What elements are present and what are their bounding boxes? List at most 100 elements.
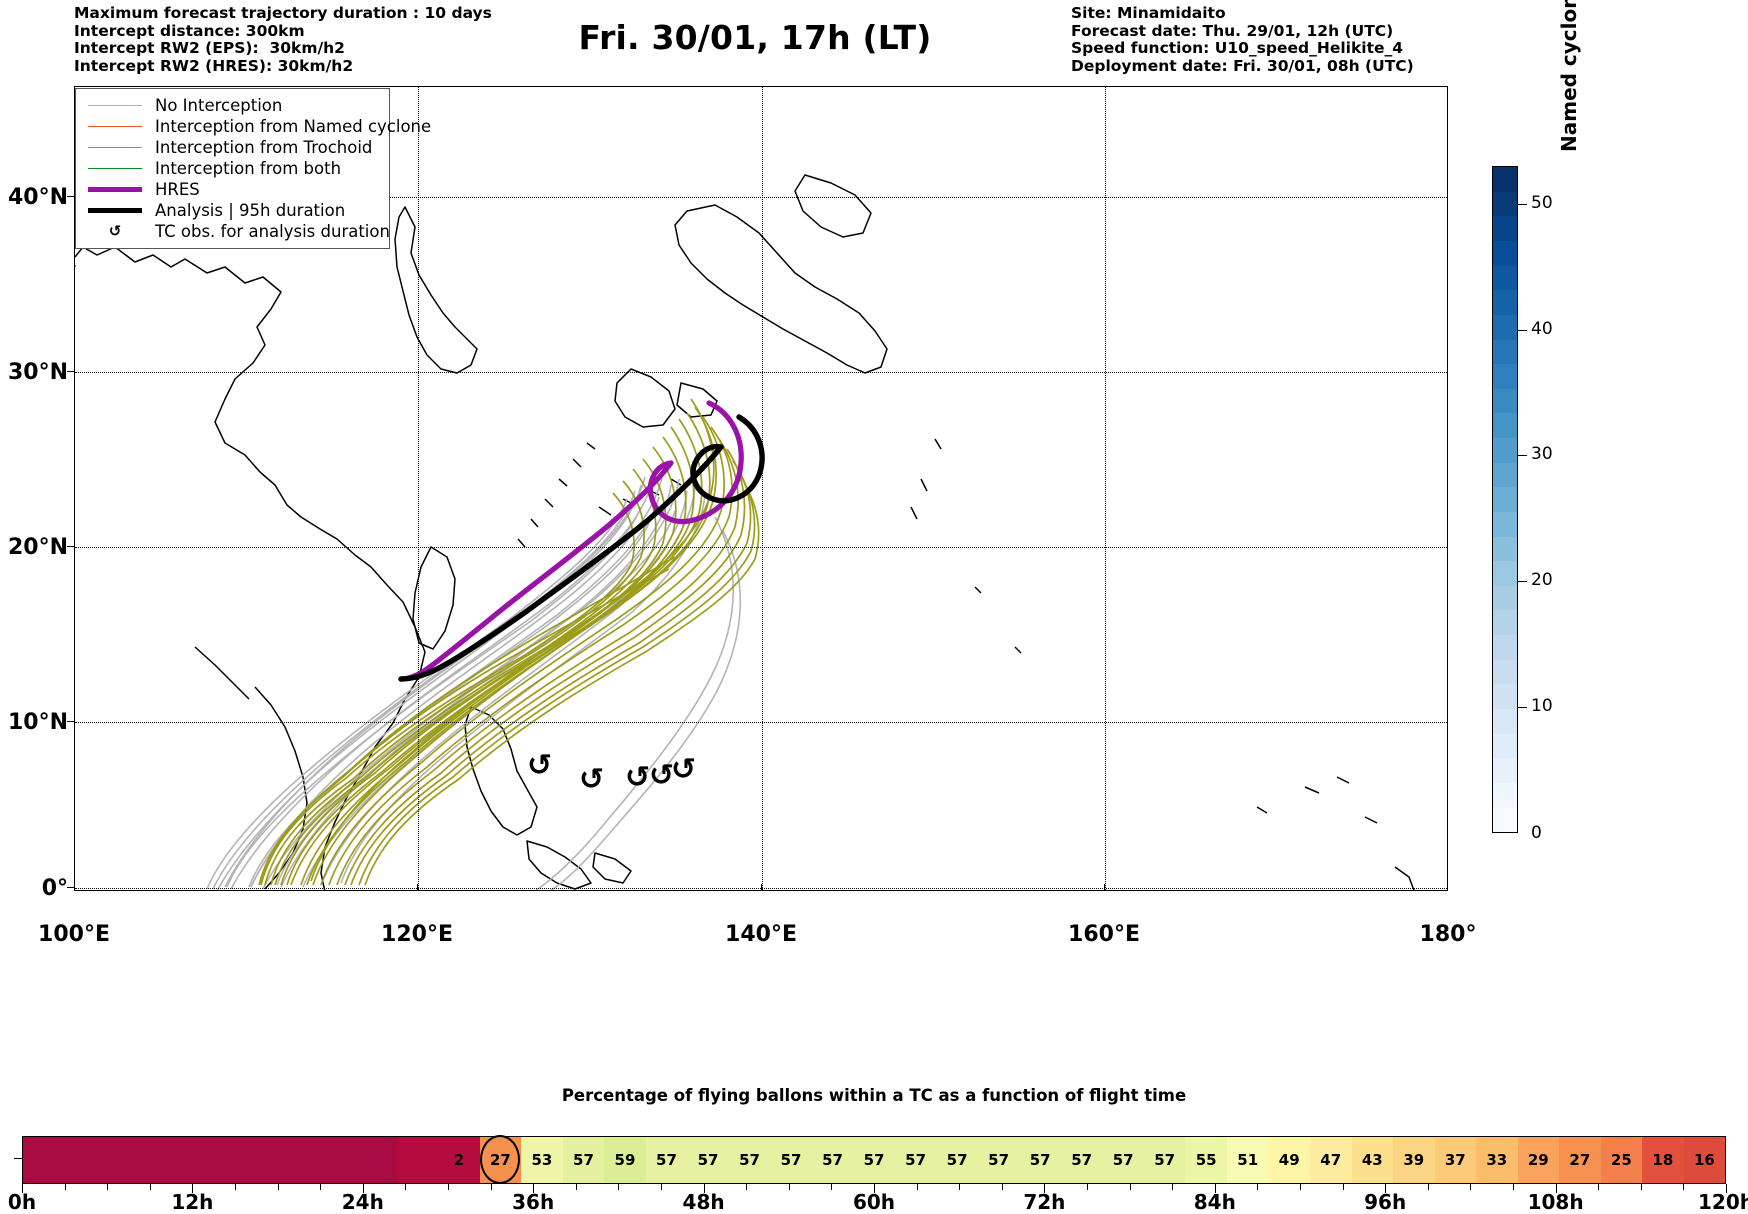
percentage-cell[interactable]: 49 — [1268, 1137, 1310, 1183]
percentage-cell[interactable]: 39 — [1393, 1137, 1435, 1183]
percentage-cell[interactable]: 25 — [1600, 1137, 1643, 1183]
percentage-cell[interactable] — [396, 1137, 439, 1183]
time-tick-60h — [874, 1184, 875, 1193]
analysis-track — [398, 414, 765, 682]
time-minor-tick — [1001, 1184, 1003, 1190]
time-minor-tick — [64, 1184, 66, 1190]
legend-label: TC obs. for analysis duration — [155, 222, 390, 241]
time-tick-24h — [362, 1184, 364, 1193]
percentage-bar[interactable]: 2 27 53 57 59 57 57 57 57 57 57 57 57 57 57 57 57 57 55 51 4… — [22, 1136, 1726, 1184]
time-tick-12h — [192, 1184, 194, 1193]
legend-item-hres[interactable]: HRES — [76, 179, 389, 200]
legend-swatch-line — [88, 168, 142, 169]
percentage-cell[interactable] — [230, 1137, 273, 1183]
percentage-cell[interactable] — [272, 1137, 314, 1183]
colorbar-tick-40 — [1518, 329, 1527, 331]
percentage-cell[interactable] — [355, 1137, 397, 1183]
colorbar-tick-10 — [1518, 707, 1527, 709]
colorbar-step — [1493, 511, 1517, 537]
percentage-cell[interactable]: 51 — [1226, 1137, 1269, 1183]
time-tick-72h — [1044, 1184, 1046, 1193]
time-minor-tick — [1598, 1184, 1600, 1190]
lon-tick-180 — [1447, 884, 1448, 891]
percentage-cell[interactable]: 55 — [1185, 1137, 1227, 1183]
percentage-cell[interactable]: 27 — [1559, 1137, 1601, 1183]
percentage-cell[interactable]: 29 — [1517, 1137, 1560, 1183]
legend-label: No Interception — [155, 96, 283, 115]
percentage-cell[interactable]: 16 — [1683, 1137, 1726, 1183]
colorbar-step — [1493, 733, 1517, 759]
legend-item-both[interactable]: Interception from both — [76, 158, 389, 179]
colorbar-step — [1493, 487, 1517, 512]
gridline-lon-120 — [418, 87, 419, 890]
percentage-cell[interactable]: 37 — [1434, 1137, 1477, 1183]
time-label-72h: 72h — [1023, 1190, 1066, 1214]
percentage-cell[interactable]: 57 — [1060, 1137, 1103, 1183]
lat-tick-40N — [67, 196, 74, 197]
percentage-cell[interactable]: 57 — [645, 1137, 688, 1183]
svg-text:↺: ↺ — [625, 760, 650, 795]
colorbar-step — [1493, 635, 1517, 660]
svg-text:↺: ↺ — [649, 758, 674, 793]
svg-text:↺: ↺ — [527, 748, 552, 783]
percentage-cell[interactable]: 57 — [811, 1137, 854, 1183]
percentage-cell[interactable]: 57 — [853, 1137, 895, 1183]
percentage-cell[interactable]: 57 — [770, 1137, 812, 1183]
time-label-12h: 12h — [171, 1190, 214, 1214]
time-minor-tick — [575, 1184, 577, 1190]
time-minor-tick — [746, 1184, 748, 1190]
time-label-84h: 84h — [1193, 1190, 1236, 1214]
percentage-cell[interactable]: 57 — [1019, 1137, 1061, 1183]
percentage-cell[interactable]: 59 — [604, 1137, 646, 1183]
header-right-info: Site: Minamidaito Forecast date: Thu. 29… — [1071, 4, 1414, 75]
lon-label-120E: 120°E — [381, 922, 453, 947]
time-minor-tick — [490, 1184, 492, 1190]
percentage-cell[interactable] — [23, 1137, 65, 1183]
percentage-cell-current[interactable]: 27 — [479, 1137, 522, 1183]
colorbar-step — [1493, 290, 1517, 315]
cbar-label-0: 0 — [1531, 823, 1542, 843]
legend-item-analysis[interactable]: Analysis | 95h duration — [76, 200, 389, 221]
percentage-cell[interactable]: 57 — [936, 1137, 978, 1183]
eps-colorbar[interactable] — [1492, 166, 1518, 833]
colorbar-step — [1493, 659, 1517, 685]
percentage-cell[interactable]: 57 — [728, 1137, 771, 1183]
colorbar-step — [1493, 536, 1517, 562]
percentage-cell[interactable] — [189, 1137, 231, 1183]
time-minor-tick — [1640, 1184, 1642, 1190]
time-tick-96h — [1385, 1184, 1387, 1193]
percentage-cell[interactable] — [106, 1137, 148, 1183]
legend-item-tc-obs[interactable]: ↺ TC obs. for analysis duration — [76, 221, 390, 242]
percentage-cell[interactable]: 57 — [1143, 1137, 1186, 1183]
tc-observation-markers: ↺ ↺ ↺ ↺ ↺ — [527, 748, 696, 797]
colorbar-step — [1493, 241, 1517, 266]
percentage-cell[interactable]: 18 — [1642, 1137, 1684, 1183]
percentage-cell[interactable]: 57 — [977, 1137, 1020, 1183]
time-minor-tick — [959, 1184, 961, 1190]
hres-track — [398, 400, 744, 682]
legend-item-no-interception[interactable]: No Interception — [76, 95, 389, 116]
percentage-cell[interactable]: 57 — [894, 1137, 937, 1183]
legend-item-trochoid[interactable]: Interception from Trochoid — [76, 137, 389, 158]
time-minor-tick — [788, 1184, 790, 1190]
eps-colorbar-title: Named cyclones forecast - Number of EPS … — [1556, 0, 1582, 152]
map-legend: No Interception Interception from Named … — [75, 88, 431, 249]
coastlines — [75, 174, 1415, 890]
percentage-cell[interactable]: 57 — [687, 1137, 729, 1183]
gridline-lon-140 — [762, 87, 763, 890]
percentage-cell[interactable]: 43 — [1351, 1137, 1394, 1183]
percentage-cell[interactable]: 57 — [1102, 1137, 1144, 1183]
percentage-cell[interactable] — [64, 1137, 107, 1183]
percentage-cell[interactable] — [147, 1137, 190, 1183]
colorbar-step — [1493, 364, 1517, 389]
percentage-cell[interactable]: 33 — [1476, 1137, 1518, 1183]
time-minor-tick — [1427, 1184, 1429, 1190]
percentage-cell[interactable]: 2 — [438, 1137, 480, 1183]
percentage-cell[interactable]: 53 — [521, 1137, 563, 1183]
time-label-36h: 36h — [512, 1190, 555, 1214]
legend-item-named-cyclone[interactable]: Interception from Named cyclone — [76, 116, 431, 137]
percentage-cell[interactable]: 47 — [1309, 1137, 1352, 1183]
percentage-cell[interactable]: 57 — [562, 1137, 605, 1183]
legend-label: Analysis | 95h duration — [155, 201, 346, 220]
percentage-cell[interactable] — [313, 1137, 356, 1183]
